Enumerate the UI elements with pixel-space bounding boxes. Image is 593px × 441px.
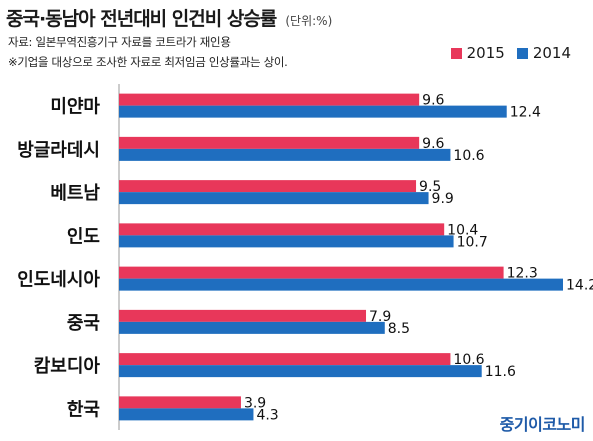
data-label-2015: 7.9 (369, 309, 391, 325)
legend-item-2014: 2014 (516, 44, 571, 62)
bar-2015 (119, 93, 420, 106)
bar-2015 (119, 396, 241, 409)
bar-2014 (119, 105, 507, 118)
title-row: 중국·동남아 전년대비 인건비 상승률 (단위:%) (6, 4, 332, 31)
category-label: 베트남 (50, 183, 100, 204)
bar-2014 (119, 408, 254, 421)
bar-2014 (119, 365, 482, 378)
legend-swatch-2014 (516, 47, 528, 59)
data-label-2015: 9.6 (422, 136, 444, 152)
category-label: 인도 (67, 226, 100, 247)
legend-label-2015: 2015 (466, 44, 505, 62)
data-label-2015: 3.9 (244, 395, 266, 411)
category-label: 중국 (67, 313, 100, 334)
bar-2015 (119, 180, 417, 193)
data-label-2014: 14.2 (566, 278, 593, 294)
legend: 2015 2014 (439, 44, 571, 62)
data-label-2014: 12.4 (510, 105, 541, 121)
data-label-2015: 9.5 (419, 179, 441, 195)
chart-title: 중국·동남아 전년대비 인건비 상승률 (6, 8, 277, 30)
category-label: 캄보디아 (34, 356, 101, 377)
data-label-2014: 11.6 (485, 364, 516, 380)
category-label: 한국 (67, 399, 100, 420)
bar-2015 (119, 266, 504, 279)
bar-2015 (119, 353, 451, 366)
category-label: 인도네시아 (17, 270, 100, 291)
legend-item-2015: 2015 (450, 44, 505, 62)
source-note: 자료: 일본무역진흥기구 자료를 코트라가 재인용 (8, 35, 231, 49)
data-label-2014: 10.7 (457, 234, 488, 250)
brand-logo-text: 중기이코노미 (499, 415, 586, 434)
bar-2015 (119, 223, 445, 236)
category-label: 방글라데시 (17, 140, 100, 161)
bar-2014 (119, 235, 454, 248)
data-label-2015: 12.3 (507, 266, 538, 282)
data-label-2014: 10.6 (453, 148, 484, 164)
category-label: 미얀마 (50, 97, 100, 118)
data-label-2015: 10.6 (453, 352, 484, 368)
remark-note: ※기업을 대상으로 조사한 자료로 최저임금 인상률과는 상이. (8, 55, 288, 69)
bar-2014 (119, 192, 429, 205)
data-label-2014: 4.3 (256, 407, 278, 423)
bar-2014 (119, 321, 385, 334)
bar-2014 (119, 278, 563, 291)
bar-2015 (119, 309, 367, 322)
unit-label: (단위:%) (285, 14, 333, 28)
legend-label-2014: 2014 (532, 44, 571, 62)
bar-2014 (119, 148, 451, 161)
data-label-2015: 10.4 (447, 222, 478, 238)
data-label-2014: 9.9 (432, 191, 454, 207)
legend-swatch-2015 (450, 47, 462, 59)
data-label-2015: 9.6 (422, 93, 444, 109)
data-label-2014: 8.5 (388, 321, 410, 337)
bar-2015 (119, 136, 420, 149)
